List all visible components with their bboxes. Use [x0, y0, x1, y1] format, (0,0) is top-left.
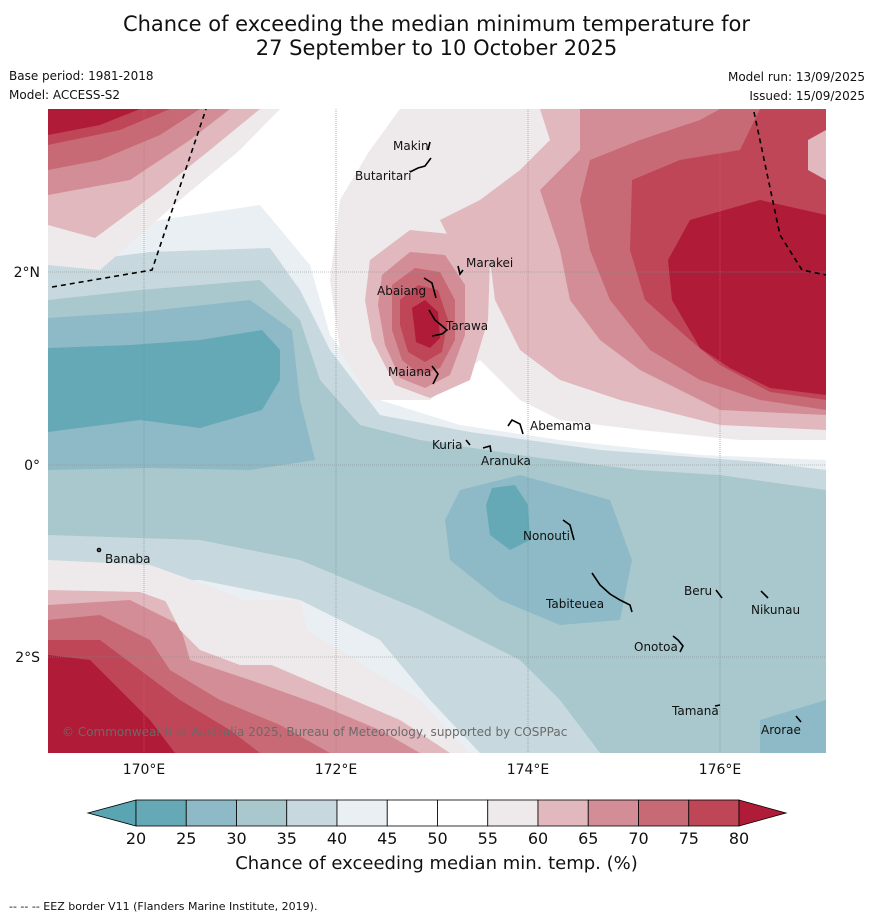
- colorbar-segment: [386, 799, 438, 827]
- probability-field: Makin Butaritari Marakei Abaiang Tarawa …: [48, 109, 826, 753]
- place-label-abaiang: Abaiang: [377, 284, 426, 298]
- place-label-beru: Beru: [684, 584, 712, 598]
- atoll-nonouti: [562, 519, 575, 541]
- model-name: Model: ACCESS-S2: [9, 88, 121, 102]
- lon-tick-170e: 170°E: [123, 762, 166, 778]
- copyright-note: © Commonwealth of Australia 2025, Bureau…: [62, 725, 567, 739]
- atoll-arorae: [795, 715, 802, 723]
- atoll-abaiang: [423, 277, 437, 299]
- colorbar-segment: [336, 799, 388, 827]
- place-label-nikunau: Nikunau: [751, 603, 800, 617]
- title-line-1: Chance of exceeding the median minimum t…: [122, 12, 751, 36]
- place-label-tamana: Tamana: [671, 704, 719, 718]
- place-label-abemama: Abemama: [530, 419, 591, 433]
- colorbar-tick-label: 70: [628, 829, 648, 848]
- eez-border-west: [51, 109, 207, 288]
- lat-tick-2s: 2°S: [15, 650, 40, 666]
- eez-border: [51, 109, 826, 288]
- atoll-marakei: [457, 265, 464, 276]
- lat-tick-2n: 2°N: [14, 265, 40, 281]
- place-label-tarawa: Tarawa: [445, 319, 488, 333]
- place-label-nonouti: Nonouti: [523, 529, 570, 543]
- atoll-banaba: [96, 547, 102, 553]
- place-label-kuria: Kuria: [432, 438, 463, 452]
- colorbar-segment: [587, 799, 639, 827]
- band-20-25: [48, 330, 280, 432]
- ne-over-80: [668, 200, 826, 395]
- atoll-maiana: [431, 365, 439, 385]
- colorbar-segment: [437, 799, 489, 827]
- colorbar-tick-label: 50: [427, 829, 447, 848]
- colorbar-title: Chance of exceeding median min. temp. (%…: [235, 853, 638, 874]
- colorbar-segment: [688, 799, 740, 827]
- colorbar-tick-label: 80: [729, 829, 749, 848]
- colorbar-tick-label: 55: [478, 829, 498, 848]
- band-20-25-south: [486, 485, 530, 550]
- place-labels: Makin Butaritari Marakei Abaiang Tarawa …: [105, 139, 801, 737]
- colorbar-segment: [487, 799, 539, 827]
- colorbar-segment: [185, 799, 237, 827]
- atoll-butaritari: [409, 157, 432, 173]
- colorbar-segment: [638, 799, 690, 827]
- base-period: Base period: 1981-2018: [9, 69, 154, 83]
- colorbar-tick-label: 25: [176, 829, 196, 848]
- place-label-onotoa: Onotoa: [634, 640, 678, 654]
- colorbar-segment: [236, 799, 288, 827]
- colorbar-under-arrow: [86, 799, 137, 827]
- colorbar-tick-label: 75: [679, 829, 699, 848]
- colorbar-segment: [135, 799, 187, 827]
- issued-date: Issued: 15/09/2025: [749, 89, 865, 103]
- atoll-kuria: [465, 439, 471, 446]
- longitude-ticks: 170°E 172°E 174°E 176°E: [123, 762, 742, 778]
- sw-light-patch: [165, 600, 310, 665]
- colorbar-tick-label: 35: [277, 829, 297, 848]
- place-label-banaba: Banaba: [105, 552, 151, 566]
- graticule: [48, 109, 826, 753]
- atoll-nikunau: [760, 590, 769, 599]
- atoll-aranuka: [482, 444, 492, 453]
- atolls: [96, 141, 802, 723]
- atoll-tabiteuea: [591, 572, 633, 613]
- place-label-butaritari: Butaritari: [355, 169, 412, 183]
- model-run: Model run: 13/09/2025: [727, 70, 865, 84]
- place-label-marakei: Marakei: [466, 256, 513, 270]
- atoll-abemama: [507, 418, 524, 435]
- eez-footer-note: -- -- -- EEZ border V11 (Flanders Marine…: [9, 900, 318, 913]
- colorbar: 20 25 30 35 40 45 50 55 60 65 70 75 80: [86, 799, 788, 848]
- colorbar-tick-label: 30: [226, 829, 246, 848]
- colorbar-segment: [537, 799, 589, 827]
- place-label-aranuka: Aranuka: [481, 454, 531, 468]
- colorbar-tick-label: 65: [578, 829, 598, 848]
- place-label-maiana: Maiana: [388, 365, 431, 379]
- atoll-tamana: [714, 704, 721, 707]
- lat-tick-0: 0°: [24, 458, 40, 474]
- atoll-onotoa: [672, 635, 684, 653]
- band-25-30-east: [760, 700, 826, 753]
- colorbar-segment: [286, 799, 338, 827]
- colorbar-tick-label: 45: [377, 829, 397, 848]
- place-label-tabiteuea: Tabiteuea: [545, 597, 604, 611]
- nw-over-80: [48, 109, 140, 135]
- colorbar-over-arrow: [738, 799, 788, 827]
- colorbar-tick-label: 60: [528, 829, 548, 848]
- place-label-makin: Makin: [393, 139, 429, 153]
- atoll-tarawa: [428, 309, 449, 337]
- ne-light-patch: [808, 130, 826, 180]
- latitude-ticks: 2°N 0° 2°S: [14, 265, 41, 666]
- title-line-2: 27 September to 10 October 2025: [255, 36, 618, 60]
- lon-tick-174e: 174°E: [507, 762, 550, 778]
- sw-over-80: [48, 655, 175, 753]
- eez-border-east: [753, 111, 826, 276]
- lon-tick-176e: 176°E: [699, 762, 742, 778]
- atoll-makin: [427, 141, 431, 151]
- colorbar-tick-label: 40: [327, 829, 347, 848]
- lon-tick-172e: 172°E: [315, 762, 358, 778]
- chart-title: Chance of exceeding the median minimum t…: [0, 12, 873, 60]
- place-label-arorae: Arorae: [761, 723, 801, 737]
- atoll-beru: [715, 589, 723, 599]
- colorbar-tick-label: 20: [126, 829, 146, 848]
